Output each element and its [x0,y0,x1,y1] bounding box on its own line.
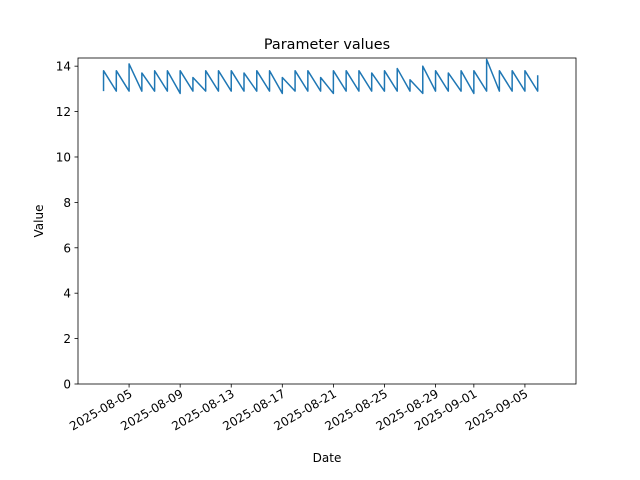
y-tick-label: 12 [56,105,71,119]
y-tick-label: 10 [56,150,71,164]
plot-frame [77,57,577,385]
x-axis-label: Date [313,451,342,465]
y-axis-label: Value [32,205,46,238]
y-tick-label: 6 [63,241,71,255]
y-tick-label: 0 [63,378,71,392]
y-tick-label: 8 [63,196,71,210]
chart-title: Parameter values [264,37,390,53]
y-tick-label: 2 [63,332,71,346]
y-tick-label: 4 [63,287,71,301]
y-tick-label: 14 [56,60,71,74]
data-line [102,58,539,95]
